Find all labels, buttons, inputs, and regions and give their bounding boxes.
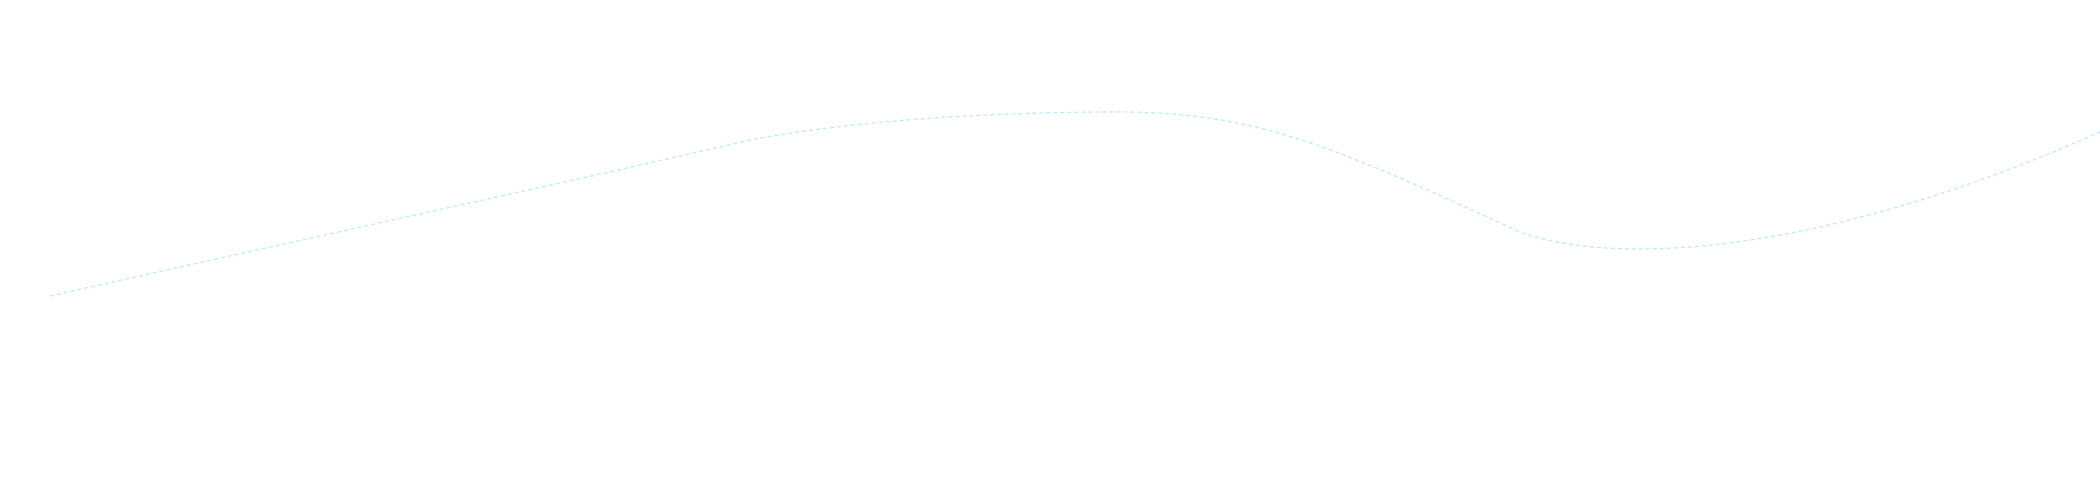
- dashed-curve: [49, 111, 2100, 297]
